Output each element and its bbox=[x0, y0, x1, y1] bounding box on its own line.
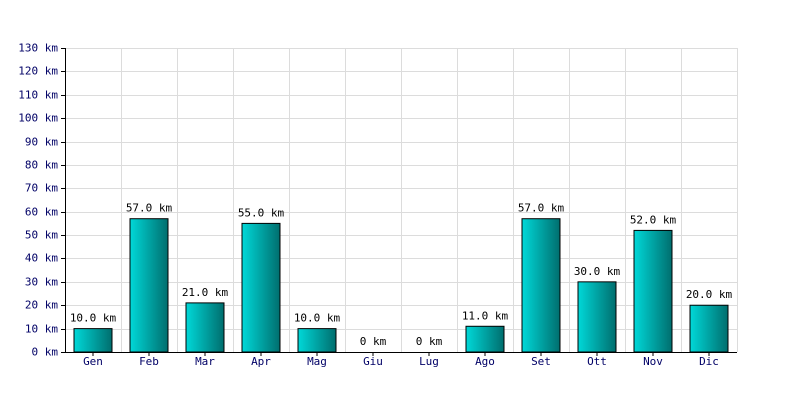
x-tick-label: Dic bbox=[699, 355, 719, 368]
x-tick-label: Set bbox=[531, 355, 551, 368]
x-tick-label: Apr bbox=[251, 355, 271, 368]
x-tick-label: Ott bbox=[587, 355, 607, 368]
bar bbox=[129, 218, 169, 353]
value-label: 20.0 km bbox=[686, 288, 733, 301]
x-tick-label: Lug bbox=[419, 355, 439, 368]
y-tick-label: 100 km bbox=[18, 112, 58, 125]
x-tick-label: Feb bbox=[139, 355, 159, 368]
x-tick-label: Mag bbox=[307, 355, 327, 368]
value-label: 52.0 km bbox=[630, 213, 677, 226]
value-label: 57.0 km bbox=[518, 202, 565, 215]
x-tick-label: Giu bbox=[363, 355, 383, 368]
x-tick-label: Ago bbox=[475, 355, 495, 368]
y-tick-label: 90 km bbox=[25, 136, 58, 149]
y-tick-label: 10 km bbox=[25, 323, 58, 336]
bar bbox=[689, 304, 729, 353]
y-tick-label: 0 km bbox=[32, 346, 59, 359]
value-label: 21.0 km bbox=[182, 286, 229, 299]
value-label: 57.0 km bbox=[126, 202, 173, 215]
value-label: 11.0 km bbox=[462, 309, 509, 322]
value-label: 0 km bbox=[416, 335, 443, 348]
bar bbox=[465, 325, 505, 353]
x-tick-label: Nov bbox=[643, 355, 663, 368]
value-label: 10.0 km bbox=[294, 312, 341, 325]
value-label: 55.0 km bbox=[238, 206, 285, 219]
bar bbox=[633, 229, 673, 353]
bar bbox=[241, 222, 281, 353]
y-tick-label: 70 km bbox=[25, 182, 58, 195]
value-label: 0 km bbox=[360, 335, 387, 348]
y-tick-label: 110 km bbox=[18, 89, 58, 102]
y-tick-label: 130 km bbox=[18, 42, 58, 55]
bar bbox=[521, 218, 561, 353]
value-label: 10.0 km bbox=[70, 312, 117, 325]
y-tick-label: 30 km bbox=[25, 276, 58, 289]
value-label: 30.0 km bbox=[574, 265, 621, 278]
bar bbox=[185, 302, 225, 353]
bar bbox=[297, 328, 337, 353]
y-tick-label: 60 km bbox=[25, 206, 58, 219]
y-tick-label: 50 km bbox=[25, 229, 58, 242]
y-tick-label: 120 km bbox=[18, 65, 58, 78]
bar bbox=[577, 281, 617, 353]
y-tick-label: 20 km bbox=[25, 299, 58, 312]
y-tick-label: 80 km bbox=[25, 159, 58, 172]
y-tick-label: 40 km bbox=[25, 252, 58, 265]
x-tick-label: Mar bbox=[195, 355, 215, 368]
bar bbox=[73, 328, 113, 353]
x-tick-label: Gen bbox=[83, 355, 103, 368]
